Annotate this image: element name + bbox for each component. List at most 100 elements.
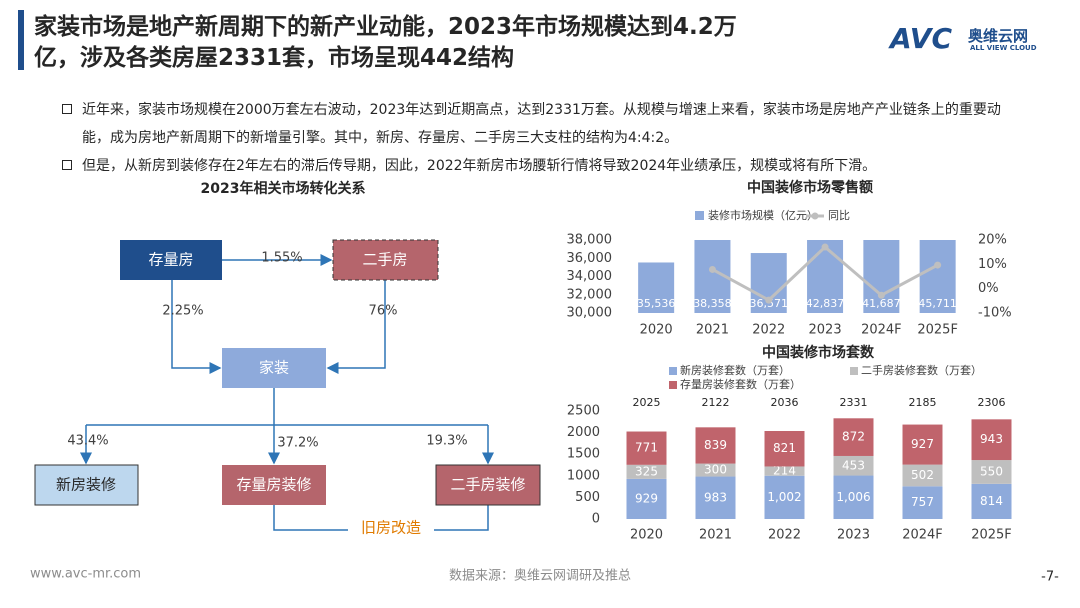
y-tick-label: 2500: [567, 404, 600, 419]
value-label: 927: [911, 437, 934, 451]
y-tick-label: 0: [592, 512, 600, 527]
value-label: 300: [704, 463, 727, 477]
bar: [863, 240, 900, 313]
logo-en: ALL VIEW CLOUD: [970, 44, 1037, 52]
value-label: 38,358: [693, 297, 732, 310]
logo-cn: 奥维云网: [968, 27, 1029, 45]
connectors: [80, 254, 494, 531]
node-label: 二手房: [362, 251, 407, 269]
value-label: 453: [842, 458, 865, 472]
legend-label: 装修市场规模（亿元）: [708, 208, 818, 222]
node-box: [222, 465, 326, 505]
bar-segment: [971, 419, 1012, 461]
x-tick-label: 2024F: [861, 323, 902, 338]
bar-segment: [695, 476, 736, 519]
legend-label: 同比: [828, 209, 850, 222]
node-box: [435, 464, 541, 506]
x-tick-label: 2023: [837, 528, 870, 543]
chart-title: 中国装修市场套数: [762, 344, 875, 361]
node-label: 家装: [259, 359, 289, 377]
bar-segment: [902, 486, 943, 519]
value-label: 771: [635, 441, 658, 455]
total-label: 2185: [909, 396, 937, 409]
value-label: 45,711: [918, 297, 957, 310]
value-label: 983: [704, 490, 727, 504]
y2-tick-label: 0%: [978, 281, 999, 296]
bar-segment: [902, 464, 943, 487]
total-label: 2331: [840, 396, 868, 409]
y2-tick-label: 20%: [978, 233, 1007, 248]
bullets: 近年来，家装市场规模在2000万套左右波动，2023年达到近期高点，达到2331…: [62, 96, 1007, 180]
edge-label: 19.3%: [426, 434, 467, 449]
title-line: 亿，涉及各类房屋2331套，市场呈现442结构: [34, 45, 515, 71]
x-tick-label: 2025F: [971, 528, 1012, 543]
edge-label: 76%: [369, 304, 398, 319]
line-marker: [821, 243, 829, 251]
node-label: 新房装修: [56, 476, 116, 494]
edge-label: 2.25%: [162, 304, 203, 319]
x-tick-label: 2020: [640, 323, 673, 338]
bar: [919, 240, 956, 313]
logo: AVC: [890, 22, 952, 55]
diagram-title: 2023年相关市场转化关系: [201, 180, 366, 197]
node-box: [120, 240, 222, 280]
title: 家装市场是地产新周期下的新产业动能，2023年市场规模达到4.2万 亿，涉及各类…: [34, 12, 737, 74]
accent-bar: [18, 10, 24, 70]
line-marker: [708, 265, 716, 273]
total-label: 2025: [633, 396, 661, 409]
label-bg: [348, 518, 434, 540]
legend-marker: [811, 212, 819, 220]
bullet: 但是，从新房到装修存在2年左右的滞后传导期，因此，2022年新房市场腰斩行情将导…: [62, 152, 1007, 180]
legend-swatch: [850, 367, 858, 375]
bar: [807, 240, 844, 313]
x-tick-label: 2022: [768, 528, 801, 543]
edge-label: 37.2%: [277, 436, 318, 451]
node-box: [222, 348, 326, 388]
y-tick-label: 1000: [567, 468, 600, 483]
bar-segment: [971, 460, 1012, 484]
edge-label: 1.55%: [261, 251, 302, 266]
total-label: 2122: [702, 396, 730, 409]
bar-segment: [833, 455, 874, 476]
bar-segment: [626, 478, 667, 519]
bar-segment: [695, 427, 736, 464]
value-label: 325: [635, 464, 658, 478]
bullet-text: 但是，从新房到装修存在2年左右的滞后传导期，因此，2022年新房市场腰斩行情将导…: [82, 158, 877, 174]
title-line: 家装市场是地产新周期下的新产业动能，2023年市场规模达到4.2万: [34, 14, 737, 40]
y-tick-label: 1500: [567, 447, 600, 462]
x-tick-label: 2020: [630, 528, 663, 543]
value-label: 41,687: [862, 297, 901, 310]
line-marker: [934, 261, 942, 269]
value-label: 1,006: [836, 490, 870, 504]
value-label: 550: [980, 464, 1003, 478]
node-box: [34, 464, 139, 506]
legend-label: 二手房装修套数（万套）: [861, 363, 982, 377]
node-label: 存量房: [148, 251, 193, 269]
legend-label: 存量房装修套数（万套）: [680, 377, 801, 391]
footer-source: 数据来源：奥维云网调研及推总: [449, 569, 631, 584]
bar-segment: [626, 431, 667, 465]
value-label: 757: [911, 495, 934, 509]
x-tick-label: 2024F: [902, 528, 943, 543]
value-label: 929: [635, 491, 658, 505]
edge-label: 43.4%: [67, 434, 108, 449]
bar: [638, 262, 675, 313]
value-label: 214: [773, 464, 796, 478]
bar-segment: [764, 466, 805, 476]
y-tick-label: 38,000: [567, 233, 613, 248]
y-tick-label: 500: [575, 490, 600, 505]
footer-site: www.avc-mr.com: [30, 567, 141, 582]
y-tick-label: 36,000: [567, 251, 613, 266]
bar-segment: [764, 431, 805, 467]
bullet-text: 近年来，家装市场规模在2000万套左右波动，2023年达到近期高点，达到2331…: [82, 102, 1001, 146]
x-tick-label: 2022: [752, 323, 785, 338]
node-label: 旧房改造: [361, 519, 421, 537]
x-tick-label: 2023: [809, 323, 842, 338]
value-label: 35,536: [637, 297, 676, 310]
bar-segment: [971, 483, 1012, 519]
legend-swatch: [695, 211, 704, 220]
legend-swatch: [669, 381, 677, 389]
value-label: 839: [704, 438, 727, 452]
bullet: 近年来，家装市场规模在2000万套左右波动，2023年达到近期高点，达到2331…: [62, 96, 1007, 152]
